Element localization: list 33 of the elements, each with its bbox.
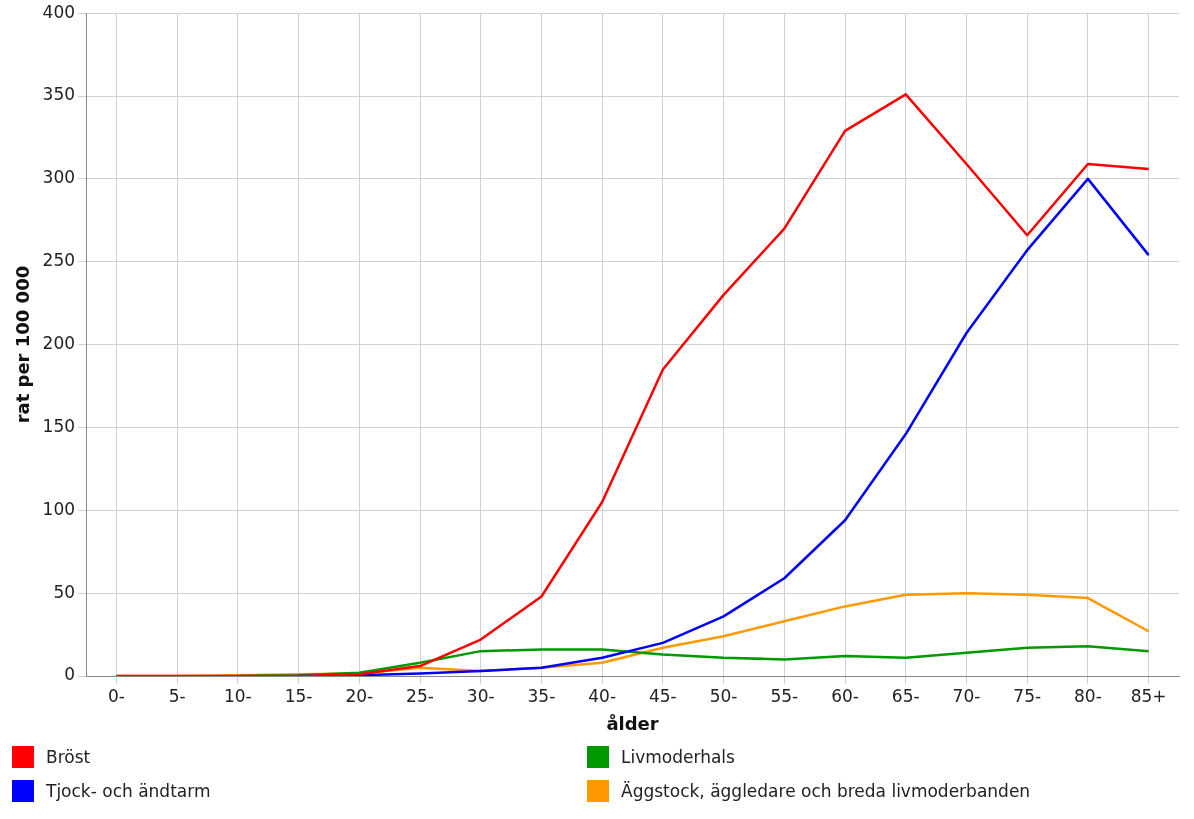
y-axis-title: rat per 100 000 <box>12 265 34 424</box>
x-tick-label: 40- <box>588 685 617 706</box>
x-tick-label: 0- <box>107 685 125 706</box>
x-tick-label: 85+ <box>1130 685 1167 706</box>
y-tick-label: 250 <box>42 250 76 271</box>
y-tick-label: 0 <box>64 664 76 685</box>
x-tick-label: 55- <box>770 685 799 706</box>
x-tick-label: 45- <box>648 685 677 706</box>
y-tick-label: 350 <box>42 84 76 105</box>
y-tick-label: 50 <box>53 581 76 602</box>
y-tick-label: 150 <box>42 415 76 436</box>
legend-label: Bröst <box>46 747 91 767</box>
y-tick-label: 400 <box>42 1 76 22</box>
x-tick-label: 30- <box>466 685 495 706</box>
x-tick-label: 60- <box>831 685 859 706</box>
x-tick-label: 65- <box>891 685 920 706</box>
x-tick-label: 25- <box>406 685 434 706</box>
x-tick-label: 15- <box>284 685 313 706</box>
x-tick-label: 50- <box>709 685 738 706</box>
x-tick-label: 80- <box>1074 685 1102 706</box>
y-tick-label: 100 <box>42 498 76 519</box>
x-tick-label: 35- <box>527 685 556 706</box>
x-tick-label: 70- <box>952 685 981 706</box>
x-tick-label: 10- <box>223 685 252 706</box>
legend-label: Tjock- och ändtarm <box>46 781 211 801</box>
x-tick-label: 5- <box>168 685 186 706</box>
legend-label: Äggstock, äggledare och breda livmoderbanden <box>621 781 1031 801</box>
x-tick-label: 75- <box>1013 685 1042 706</box>
x-axis-title: ålder <box>606 712 659 734</box>
y-tick-label: 200 <box>42 333 76 354</box>
y-tick-label: 300 <box>42 167 76 188</box>
x-tick-label: 20- <box>345 685 374 706</box>
legend-label: Livmoderhals <box>621 747 735 767</box>
